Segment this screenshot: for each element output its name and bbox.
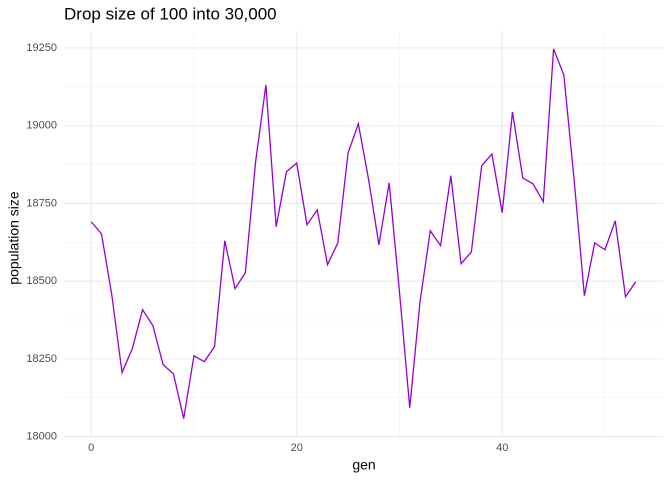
x-tick-label: 0 xyxy=(88,442,94,454)
line xyxy=(90,48,637,419)
y-tick-label: 18000 xyxy=(26,431,57,443)
chart-title: Drop size of 100 into 30,000 xyxy=(64,4,277,23)
x-tick-label: 20 xyxy=(291,442,303,454)
y-tick-label: 18250 xyxy=(26,353,57,365)
y-axis-title: population size xyxy=(6,191,22,285)
y-tick-label: 18750 xyxy=(26,197,57,209)
y-tick-label: 18500 xyxy=(26,275,57,287)
x-axis-title: gen xyxy=(352,457,375,473)
y-tick-label: 19250 xyxy=(26,42,57,54)
x-tick-label: 40 xyxy=(496,442,508,454)
y-tick-label: 19000 xyxy=(26,120,57,132)
grid xyxy=(64,31,663,438)
